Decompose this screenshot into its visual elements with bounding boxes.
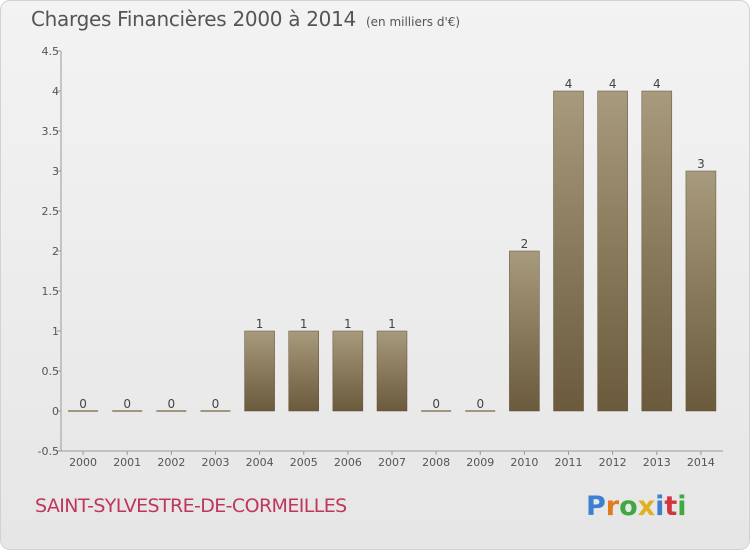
y-tick-label: 2 <box>52 245 59 258</box>
bar-2010 <box>509 250 540 412</box>
proxiti-logo: Proxiti <box>586 491 687 522</box>
x-tick-label: 2008 <box>422 456 450 469</box>
x-tick-label: 2002 <box>157 456 185 469</box>
y-tick-label: 3 <box>52 165 59 178</box>
y-tick-label: 4 <box>52 85 59 98</box>
data-label: 3 <box>697 157 705 171</box>
bar-2007 <box>376 330 408 412</box>
data-label: 0 <box>79 397 87 411</box>
data-label: 4 <box>653 77 661 91</box>
data-label: 1 <box>300 317 308 331</box>
y-tick-label: 2.5 <box>42 205 60 218</box>
data-label: 0 <box>168 397 176 411</box>
chart-subtitle: (en milliers d'€) <box>365 15 461 29</box>
data-label: 2 <box>521 237 529 251</box>
x-tick-label: 2001 <box>113 456 141 469</box>
bar-2013 <box>641 90 673 412</box>
x-tick-label: 2012 <box>599 456 627 469</box>
data-label: 4 <box>565 77 573 91</box>
x-tick-label: 2006 <box>334 456 362 469</box>
y-tick-label: 4.5 <box>42 45 60 58</box>
y-tick-label: 0.5 <box>42 365 60 378</box>
data-label: 1 <box>344 317 352 331</box>
x-tick-label: 2010 <box>510 456 538 469</box>
x-tick-label: 2014 <box>687 456 715 469</box>
data-label: 4 <box>609 77 617 91</box>
chart-title: Charges Financières 2000 à 2014 (en milli… <box>31 7 460 31</box>
data-label: 1 <box>388 317 396 331</box>
data-label: 0 <box>476 397 484 411</box>
data-label: 0 <box>212 397 220 411</box>
bar-2006 <box>332 330 364 412</box>
bar-2011 <box>553 90 584 412</box>
bar-2004 <box>244 330 275 412</box>
bar-2014 <box>685 170 717 412</box>
x-tick-label: 2007 <box>378 456 406 469</box>
x-tick-label: 2003 <box>201 456 229 469</box>
data-label: 1 <box>256 317 264 331</box>
y-tick-label: 1 <box>52 325 59 338</box>
data-label: 0 <box>432 397 440 411</box>
y-tick-label: -0.5 <box>38 445 59 458</box>
data-label: 0 <box>123 397 131 411</box>
chart-title-text: Charges Financières 2000 à 2014 <box>31 7 356 31</box>
bar-2005 <box>288 330 319 412</box>
svg-text:Proxiti: Proxiti <box>586 491 687 522</box>
x-tick-label: 2009 <box>466 456 494 469</box>
y-tick-label: 0 <box>52 405 59 418</box>
x-tick-label: 2013 <box>643 456 671 469</box>
x-tick-label: 2011 <box>555 456 583 469</box>
x-tick-label: 2004 <box>246 456 274 469</box>
commune-name: SAINT-SYLVESTRE-DE-CORMEILLES <box>35 495 347 517</box>
y-tick-label: 3.5 <box>42 125 60 138</box>
x-tick-label: 2005 <box>290 456 318 469</box>
bar-chart: -0.5 0 0.5 1 1.5 2 2.5 3 3.5 4 4.5 0 0 0 0 1 1 1 1 0 0 2 4 4 4 3… <box>38 45 723 469</box>
bar-2012 <box>597 90 628 412</box>
y-tick-label: 1.5 <box>42 285 60 298</box>
x-tick-label: 2000 <box>69 456 97 469</box>
